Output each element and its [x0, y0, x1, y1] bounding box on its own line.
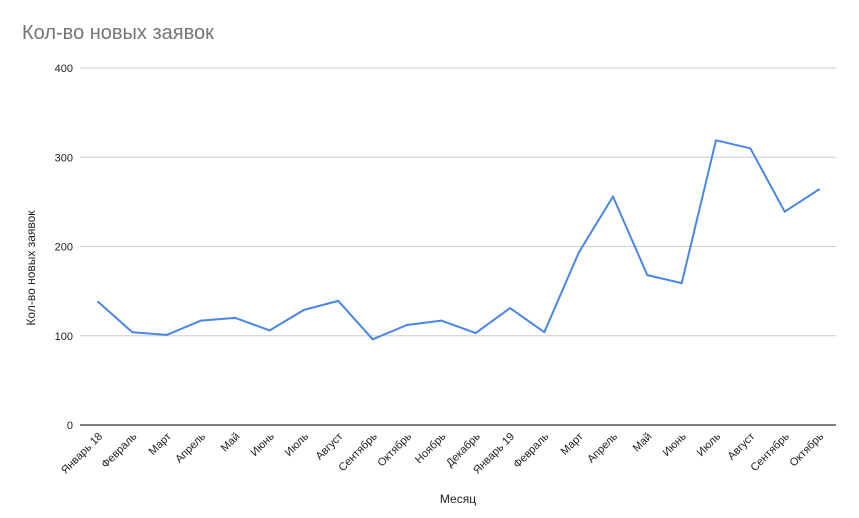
y-tick-label: 400	[55, 63, 73, 75]
data-point	[268, 329, 271, 332]
data-point	[783, 210, 786, 213]
x-tick-label: Июль	[283, 430, 312, 459]
data-point	[200, 319, 202, 322]
gridlines	[80, 67, 836, 426]
x-tick-label: Август	[726, 431, 758, 463]
series-line	[97, 139, 820, 341]
chart-title: Кол-во новых заявок	[22, 22, 214, 44]
data-point	[646, 274, 649, 277]
x-axis-title: Месяц	[440, 492, 476, 506]
x-tick-label: Июнь	[661, 430, 689, 458]
data-point	[509, 307, 511, 310]
data-point	[543, 331, 546, 334]
data-point	[97, 300, 99, 303]
series-layer	[97, 139, 820, 341]
data-point	[406, 324, 408, 327]
x-tick-label: Апрель	[173, 430, 208, 465]
data-point	[612, 195, 614, 198]
data-point	[303, 308, 305, 311]
x-tick-label: Июль	[695, 430, 724, 459]
y-tick-label: 100	[55, 331, 73, 343]
data-point	[577, 251, 580, 254]
data-point	[371, 338, 374, 341]
data-point	[131, 331, 134, 334]
y-tick-label: 300	[55, 152, 73, 164]
x-tick-label: Май	[631, 431, 655, 455]
data-point	[440, 319, 443, 322]
x-tick-label: Март	[559, 431, 586, 458]
data-point	[165, 333, 168, 336]
y-tick-label: 200	[55, 242, 73, 254]
x-tick-label: Апрель	[585, 430, 620, 465]
x-tick-label: Май	[219, 431, 243, 455]
x-tick-label: Июнь	[249, 430, 277, 458]
y-tick-label: 0	[67, 420, 73, 432]
data-point	[749, 147, 752, 150]
y-axis-title: Кол-во новых заявок	[24, 210, 38, 326]
x-tick-label: Октябрь	[787, 430, 826, 469]
data-point	[234, 316, 237, 319]
x-tick-label: Август	[314, 431, 346, 463]
data-point	[715, 139, 717, 142]
x-tick-label: Февраль	[511, 430, 551, 470]
y-axis-ticks: 0 100 200 300 400	[55, 63, 73, 432]
x-tick-label: Январь 18	[59, 431, 105, 477]
data-point	[818, 188, 820, 191]
data-point	[680, 282, 683, 285]
x-tick-label: Март	[147, 431, 174, 458]
x-tick-label: Октябрь	[375, 430, 414, 469]
x-tick-label: Февраль	[99, 430, 139, 470]
data-point	[337, 299, 340, 302]
data-point	[474, 332, 477, 335]
